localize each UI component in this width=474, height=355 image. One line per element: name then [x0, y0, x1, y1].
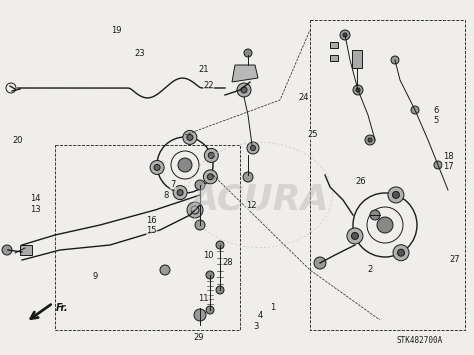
Text: 7: 7 [170, 180, 176, 189]
Text: 14: 14 [30, 194, 41, 203]
Circle shape [314, 257, 326, 269]
Circle shape [154, 164, 160, 170]
Circle shape [208, 152, 214, 158]
Circle shape [194, 309, 206, 321]
Circle shape [377, 217, 393, 233]
Text: 12: 12 [246, 201, 256, 211]
Circle shape [243, 172, 253, 182]
Circle shape [237, 83, 251, 97]
Circle shape [247, 142, 259, 154]
Circle shape [393, 245, 409, 261]
Text: 5: 5 [433, 116, 439, 125]
Text: 10: 10 [203, 251, 214, 260]
Circle shape [204, 148, 219, 163]
Text: 8: 8 [163, 191, 169, 200]
Circle shape [187, 135, 193, 141]
Circle shape [365, 135, 375, 145]
Text: 2: 2 [367, 265, 373, 274]
Text: 18: 18 [443, 152, 453, 161]
Circle shape [160, 265, 170, 275]
Circle shape [368, 138, 372, 142]
Circle shape [398, 249, 404, 256]
Bar [352, 50, 362, 68]
Circle shape [347, 228, 363, 244]
Circle shape [241, 87, 247, 93]
Text: 23: 23 [135, 49, 145, 58]
Text: Fr.: Fr. [56, 303, 69, 313]
Text: 13: 13 [30, 205, 41, 214]
Bar [20, 245, 32, 255]
Circle shape [216, 241, 224, 249]
Text: STK482700A: STK482700A [397, 336, 443, 345]
Text: 29: 29 [194, 333, 204, 342]
Circle shape [392, 191, 400, 198]
Text: 6: 6 [433, 105, 439, 115]
Circle shape [178, 158, 192, 172]
Circle shape [216, 286, 224, 294]
Circle shape [351, 233, 358, 239]
Bar [310, 20, 465, 330]
Circle shape [356, 88, 360, 92]
Text: 21: 21 [199, 65, 209, 74]
Circle shape [183, 130, 197, 144]
Text: 1: 1 [270, 302, 275, 312]
Circle shape [203, 170, 218, 184]
Text: 20: 20 [13, 136, 23, 145]
Text: 26: 26 [355, 176, 365, 186]
Circle shape [150, 160, 164, 174]
Text: 25: 25 [308, 130, 318, 140]
Text: 28: 28 [222, 258, 233, 267]
Circle shape [391, 56, 399, 64]
Text: ACURA: ACURA [191, 183, 329, 217]
Circle shape [340, 30, 350, 40]
Circle shape [388, 187, 404, 203]
Circle shape [434, 161, 442, 169]
Circle shape [187, 202, 203, 218]
Circle shape [411, 106, 419, 114]
Text: 27: 27 [450, 255, 460, 264]
Circle shape [370, 210, 380, 220]
Text: 16: 16 [146, 215, 157, 225]
Circle shape [173, 186, 187, 200]
Text: 11: 11 [199, 294, 209, 303]
Text: 9: 9 [92, 272, 98, 282]
Circle shape [353, 85, 363, 95]
Bar [55, 145, 240, 330]
Circle shape [195, 220, 205, 230]
Circle shape [244, 49, 252, 57]
Circle shape [250, 146, 255, 151]
Circle shape [195, 180, 205, 190]
Bar [330, 42, 338, 48]
Circle shape [206, 271, 214, 279]
Text: 3: 3 [253, 322, 259, 331]
Circle shape [343, 33, 347, 37]
Text: 19: 19 [111, 26, 121, 35]
Text: 22: 22 [203, 81, 214, 90]
Polygon shape [232, 65, 258, 82]
Text: 4: 4 [258, 311, 264, 321]
Circle shape [208, 174, 213, 180]
Text: 17: 17 [443, 162, 453, 171]
Text: 24: 24 [298, 93, 309, 102]
Circle shape [206, 306, 214, 314]
Bar [330, 55, 338, 61]
Text: 15: 15 [146, 226, 157, 235]
Circle shape [2, 245, 12, 255]
Circle shape [177, 190, 183, 196]
